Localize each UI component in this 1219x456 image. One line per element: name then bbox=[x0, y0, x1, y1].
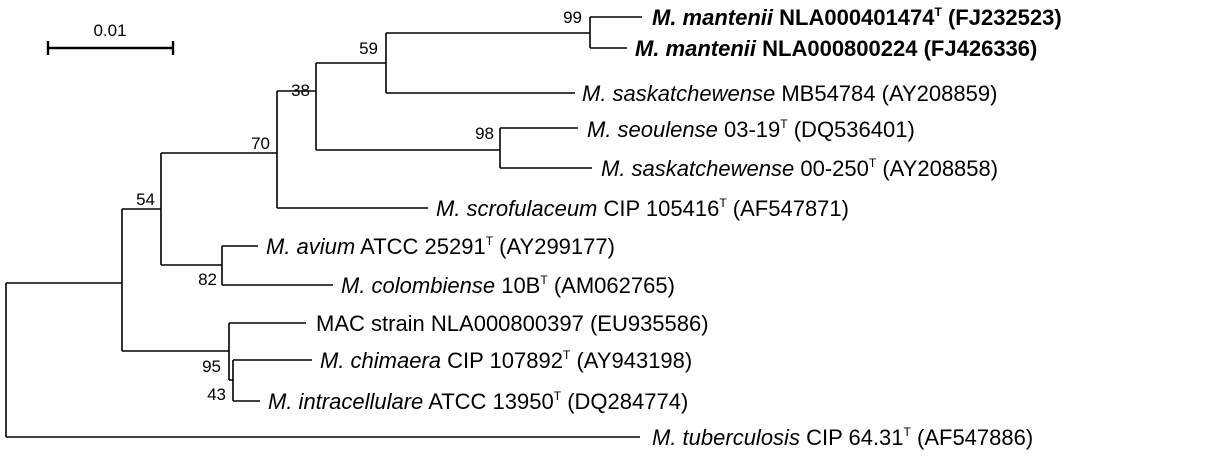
bootstrap-value: 95 bbox=[202, 357, 221, 376]
taxon-label: M. intracellulare ATCC 13950T (DQ284774) bbox=[268, 380, 688, 414]
taxon-label: M. mantenii NLA000401474T (FJ232523) bbox=[652, 0, 1062, 30]
taxon-label: MAC strain NLA000800397 (EU935586) bbox=[316, 311, 709, 336]
bootstrap-values: 99 59 38 98 70 54 82 95 43 bbox=[136, 8, 582, 404]
taxon-label: M. avium ATCC 25291T (AY299177) bbox=[266, 225, 615, 259]
taxon-label: M. colombiense 10BT (AM062765) bbox=[341, 264, 675, 298]
taxon-label: M. chimaera CIP 107892T (AY943198) bbox=[320, 339, 692, 373]
taxon-label: M. scrofulaceum CIP 105416T (AF547871) bbox=[436, 187, 849, 221]
taxon-labels: M. mantenii NLA000401474T (FJ232523) M. … bbox=[266, 0, 1062, 450]
taxon-label: M. seoulense 03-19T (DQ536401) bbox=[587, 108, 915, 142]
bootstrap-value: 70 bbox=[251, 134, 270, 153]
bootstrap-value: 59 bbox=[359, 39, 378, 58]
taxon-label: M. saskatchewense MB54784 (AY208859) bbox=[582, 81, 997, 106]
taxon-label: M. mantenii NLA000800224 (FJ426336) bbox=[635, 36, 1037, 61]
scale-bar-label: 0.01 bbox=[93, 21, 126, 40]
tree-branches bbox=[5, 16, 642, 438]
bootstrap-value: 43 bbox=[207, 385, 226, 404]
bootstrap-value: 54 bbox=[136, 190, 155, 209]
bootstrap-value: 82 bbox=[198, 270, 217, 289]
taxon-label: M. tuberculosis CIP 64.31T (AF547886) bbox=[652, 416, 1033, 450]
taxon-label: M. saskatchewense 00-250T (AY208858) bbox=[601, 147, 998, 181]
scale-bar: 0.01 bbox=[46, 21, 175, 55]
bootstrap-value: 98 bbox=[475, 124, 494, 143]
bootstrap-value: 99 bbox=[563, 8, 582, 27]
bootstrap-value: 38 bbox=[291, 81, 310, 100]
